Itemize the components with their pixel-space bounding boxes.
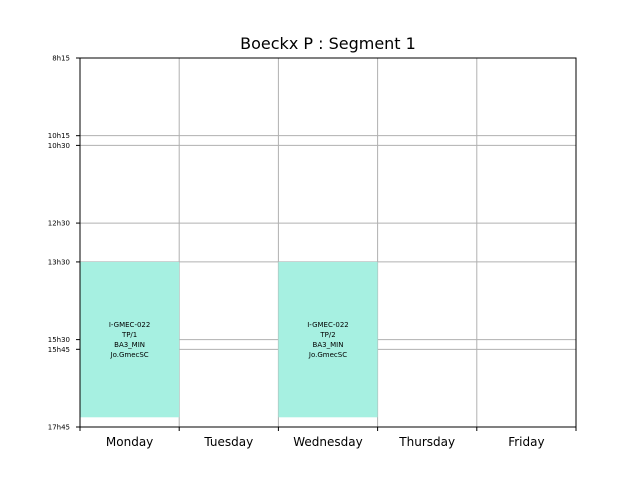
y-tick-label: 13h30 [48, 258, 70, 266]
event-block [80, 261, 180, 418]
x-tick-label: Monday [106, 435, 153, 449]
y-tick-label: 12h30 [48, 220, 70, 228]
event-label-line: TP/2 [319, 331, 335, 339]
x-tick-label: Wednesday [293, 435, 362, 449]
x-tick-label: Tuesday [203, 435, 253, 449]
event-label-line: I-GMEC-022 [307, 321, 349, 329]
y-axis-ticks: 8h15 10h15 10h30 12h30 13h30 15h30 15h45 17h45 [48, 55, 80, 432]
plot-frame [79, 57, 577, 428]
y-tick-label: 15h30 [48, 336, 70, 344]
y-tick-label: 8h15 [52, 55, 70, 63]
event-label-line: TP/1 [121, 331, 137, 339]
y-tick-label: 15h45 [48, 346, 70, 354]
chart-title: Boeckx P : Segment 1 [240, 34, 416, 53]
event-label-line: Jo.GmecSC [110, 351, 149, 359]
event-label-line: Jo.GmecSC [308, 351, 347, 359]
y-tick-label: 17h45 [48, 424, 70, 432]
event-block [278, 261, 378, 418]
event-label-line: BA3_MIN [114, 341, 145, 349]
events: I-GMEC-022 TP/1 BA3_MIN Jo.GmecSC I-GMEC-022… [80, 261, 378, 418]
y-tick-label: 10h30 [48, 142, 70, 150]
x-tick-label: Friday [508, 435, 544, 449]
event-label-line: I-GMEC-022 [109, 321, 151, 329]
event-label-line: BA3_MIN [313, 341, 344, 349]
axes [79, 57, 577, 428]
y-tick-label: 10h15 [48, 132, 70, 140]
x-axis-ticks: Monday Tuesday Wednesday Thursday Friday [79, 427, 577, 449]
x-tick-label: Thursday [398, 435, 455, 449]
